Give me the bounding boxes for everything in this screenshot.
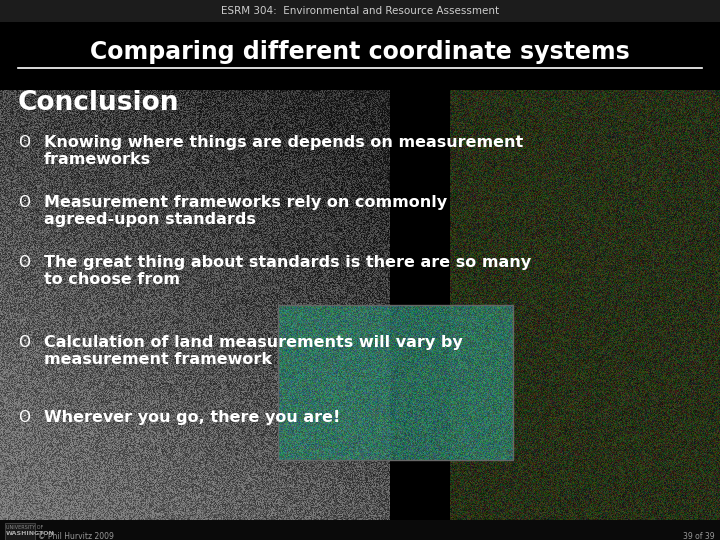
Bar (5, 523, 35, 540)
Text: to choose from: to choose from (44, 272, 180, 287)
Bar (278, 305, 513, 460)
Text: Conclusion: Conclusion (18, 90, 179, 116)
Text: measurement framework: measurement framework (44, 352, 272, 367)
Text: ESRM 304:  Environmental and Resource Assessment: ESRM 304: Environmental and Resource Ass… (221, 6, 499, 16)
Text: Measurement frameworks rely on commonly: Measurement frameworks rely on commonly (44, 195, 447, 210)
Text: ʘ: ʘ (18, 255, 30, 270)
Text: ʘ: ʘ (18, 135, 30, 150)
Text: © Phil Hurvitz 2009: © Phil Hurvitz 2009 (38, 532, 114, 540)
Text: Calculation of land measurements will vary by: Calculation of land measurements will va… (44, 335, 463, 350)
Text: WASHINGTON: WASHINGTON (6, 531, 55, 536)
Text: frameworks: frameworks (44, 152, 151, 167)
Bar (0, 0, 720, 22)
Text: Wherever you go, there you are!: Wherever you go, there you are! (44, 410, 341, 425)
Bar (0, 520, 720, 540)
Text: The great thing about standards is there are so many: The great thing about standards is there… (44, 255, 531, 270)
Text: ʘ: ʘ (18, 195, 30, 210)
Text: UNIVERSITY OF: UNIVERSITY OF (6, 525, 43, 530)
Text: agreed-upon standards: agreed-upon standards (44, 212, 256, 227)
Text: Knowing where things are depends on measurement: Knowing where things are depends on meas… (44, 135, 523, 150)
Text: ʘ: ʘ (18, 335, 30, 350)
Text: ʘ: ʘ (18, 410, 30, 425)
Text: 39 of 39: 39 of 39 (683, 532, 715, 540)
Text: Comparing different coordinate systems: Comparing different coordinate systems (90, 40, 630, 64)
